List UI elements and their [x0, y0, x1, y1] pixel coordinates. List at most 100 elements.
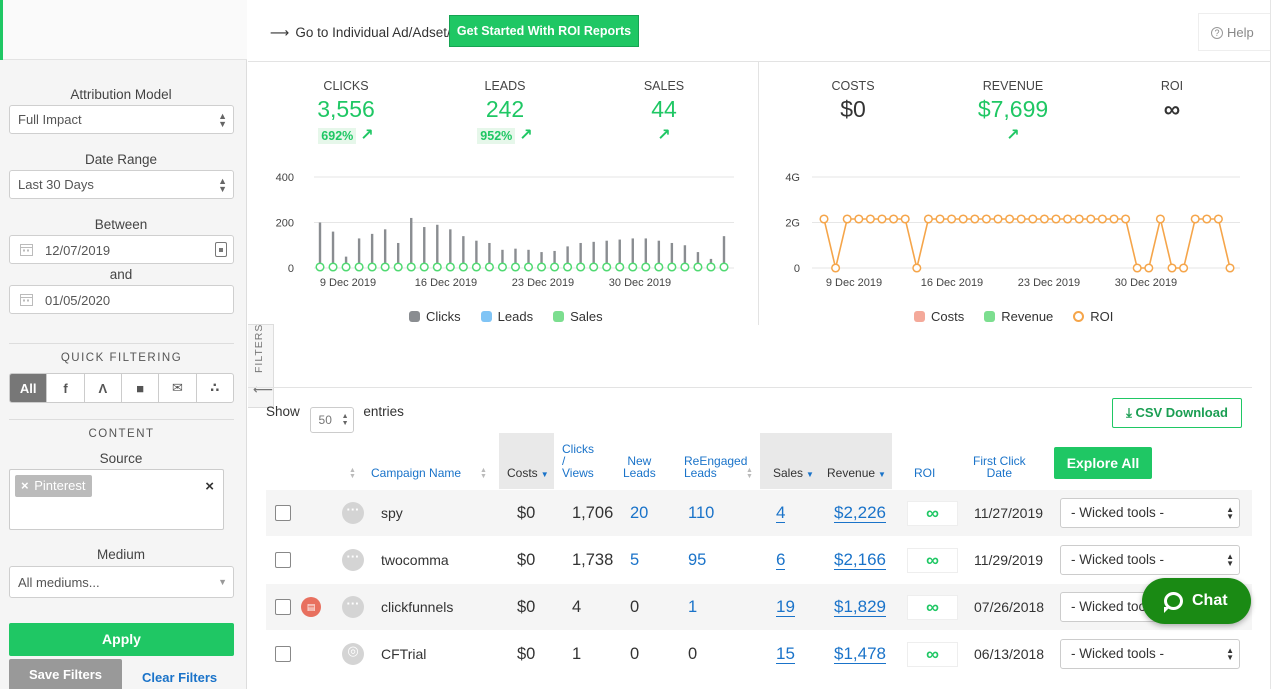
- end-date-input[interactable]: 01/05/2020: [9, 285, 234, 314]
- apply-button[interactable]: Apply: [9, 623, 234, 656]
- clicks-value: 1,738: [572, 551, 614, 569]
- legend-item-sales[interactable]: Sales: [553, 309, 603, 324]
- stat-label: LEADS: [484, 79, 526, 93]
- remove-tag-icon[interactable]: ×: [21, 478, 29, 493]
- change-percent: 952%: [477, 128, 516, 144]
- email-icon[interactable]: ✉: [159, 374, 197, 402]
- content-title: CONTENT: [9, 419, 234, 440]
- reengaged-value[interactable]: 95: [688, 551, 707, 569]
- facebook-icon[interactable]: f: [47, 374, 85, 402]
- stat-label: REVENUE: [982, 79, 1044, 93]
- y-tick-label: 400: [276, 172, 294, 184]
- header-costs[interactable]: Costs ▼: [507, 467, 549, 481]
- roi-point: [923, 214, 933, 224]
- reengaged-value[interactable]: 110: [688, 504, 715, 522]
- attribution-model-select[interactable]: Full Impact ▲ ▼: [9, 105, 234, 134]
- costs-header-bg: [499, 433, 554, 489]
- revenue-value[interactable]: $2,226: [834, 503, 886, 523]
- roi-reports-button[interactable]: Get Started With ROI Reports: [449, 15, 639, 47]
- legend-item-costs[interactable]: Costs: [914, 309, 964, 324]
- globe-icon[interactable]: ◎: [342, 643, 364, 665]
- medium-select[interactable]: All mediums... ▼: [9, 566, 234, 598]
- table-row[interactable]: ▤ ··· clickfunnels $0 4 0 1 19 $1,829 ∞ 07/26/2018…: [266, 584, 1252, 630]
- network-icon[interactable]: ∴: [210, 380, 220, 395]
- more-options-icon[interactable]: ···: [342, 502, 364, 524]
- goto-individual-link[interactable]: ⟶ Go to Individual Ad/Adset/: [270, 25, 451, 41]
- more-options-icon[interactable]: ···: [342, 596, 364, 618]
- filters-toggle-tab[interactable]: FILTERS ⟵: [248, 324, 274, 408]
- clear-icon[interactable]: ×: [205, 478, 214, 495]
- csv-download-button[interactable]: ⤓ CSV Download: [1112, 398, 1242, 428]
- header-sales[interactable]: Sales ▼: [773, 467, 814, 481]
- explore-all-button[interactable]: Explore All: [1054, 447, 1152, 479]
- header-label: ReEngaged: [684, 454, 748, 468]
- header-first-click-date[interactable]: First Click Date: [973, 455, 1026, 479]
- header-clicks-views[interactable]: Clicks / Views: [562, 443, 594, 479]
- sales-value[interactable]: 19: [776, 597, 795, 617]
- save-filters-button[interactable]: Save Filters: [9, 659, 122, 689]
- wicked-tools-select[interactable]: - Wicked tools - ▲▼: [1060, 639, 1240, 669]
- source-multiselect[interactable]: × Pinterest ×: [9, 469, 224, 530]
- adwords-icon[interactable]: Λ: [85, 374, 122, 402]
- header-new-leads[interactable]: New Leads: [623, 455, 656, 479]
- keyboard-icon[interactable]: [215, 242, 227, 257]
- sales-value[interactable]: 6: [776, 550, 786, 570]
- roi-point: [970, 214, 980, 224]
- sales-value[interactable]: 4: [776, 503, 786, 523]
- show-label: Show: [266, 404, 300, 419]
- revenue-value[interactable]: $1,478: [834, 644, 886, 664]
- new-leads-value[interactable]: 5: [630, 551, 640, 569]
- date-range-value: Last 30 Days: [18, 177, 94, 192]
- row-checkbox[interactable]: [275, 552, 291, 568]
- legend-item-revenue[interactable]: Revenue: [984, 309, 1053, 324]
- roi-point: [958, 214, 968, 224]
- campaign-name[interactable]: twocomma: [381, 552, 449, 568]
- clear-filters-link[interactable]: Clear Filters: [142, 670, 218, 685]
- help-button[interactable]: ? Help: [1198, 13, 1276, 51]
- campaign-name[interactable]: CFTrial: [381, 646, 427, 662]
- wicked-tools-select[interactable]: - Wicked tools - ▲▼: [1060, 498, 1240, 528]
- header-campaign-name[interactable]: Campaign Name: [371, 466, 462, 480]
- chat-widget-button[interactable]: Chat: [1142, 578, 1251, 624]
- more-options-icon[interactable]: ···: [342, 549, 364, 571]
- header-revenue[interactable]: Revenue ▼: [827, 467, 886, 481]
- sort-icon[interactable]: ▲ ▼: [480, 467, 487, 480]
- quick-filter-all[interactable]: All: [10, 374, 48, 402]
- table-row[interactable]: ◎ CFTrial $0 1 0 0 15 $1,478 ∞ 06/13/2018 - Wicked…: [266, 631, 1252, 677]
- date-range-select[interactable]: Last 30 Days ▲ ▼: [9, 170, 234, 199]
- sales-value[interactable]: 15: [776, 644, 795, 664]
- clicks-bar: [318, 222, 322, 268]
- row-checkbox[interactable]: [275, 599, 291, 615]
- table-row[interactable]: ··· twocomma $0 1,738 5 95 6 $2,166 ∞ 11/29/2019-…: [266, 537, 1252, 583]
- row-checkbox[interactable]: [275, 646, 291, 662]
- clicks-leads-sales-chart: 0 200 400 9 Dec 2019 16 Dec 2019 23 Dec 2019 3…: [276, 172, 734, 289]
- filters-sidebar: Attribution Model Full Impact ▲ ▼ Date Ra…: [0, 0, 247, 689]
- legend-item-roi[interactable]: ROI: [1073, 309, 1113, 324]
- roi-point: [889, 214, 899, 224]
- campaign-name[interactable]: clickfunnels: [381, 599, 454, 615]
- header-label: Date: [986, 466, 1013, 480]
- stat-roi: ROI ∞: [1092, 79, 1252, 123]
- start-date-input[interactable]: 12/07/2019: [9, 235, 234, 264]
- roi-point: [981, 214, 991, 224]
- stats-divider: [758, 62, 759, 325]
- revenue-value[interactable]: $1,829: [834, 597, 886, 617]
- roi-point: [1202, 214, 1212, 224]
- campaign-name[interactable]: spy: [381, 505, 403, 521]
- source-tag[interactable]: × Pinterest: [15, 475, 92, 497]
- legend-item-clicks[interactable]: Clicks: [409, 309, 461, 324]
- page-size-select[interactable]: 50 ▲ ▼: [309, 407, 354, 433]
- table-row[interactable]: ··· spy $0 1,706 20 110 4 $2,226 ∞ 11/27/2019 - Wi…: [266, 490, 1252, 536]
- header-roi[interactable]: ROI: [914, 466, 936, 480]
- reengaged-value[interactable]: 1: [688, 598, 698, 616]
- y-tick-label: 2G: [785, 218, 800, 230]
- sort-icon[interactable]: ▲ ▼: [349, 467, 356, 480]
- new-leads-value[interactable]: 20: [630, 504, 649, 522]
- legend-item-leads[interactable]: Leads: [480, 309, 533, 324]
- display-icon[interactable]: ■: [122, 374, 160, 402]
- sort-icon[interactable]: ▲ ▼: [746, 467, 753, 480]
- row-checkbox[interactable]: [275, 505, 291, 521]
- revenue-value[interactable]: $2,166: [834, 550, 886, 570]
- wicked-tools-select[interactable]: - Wicked tools - ▲▼: [1060, 545, 1240, 575]
- header-reengaged-leads[interactable]: ReEngaged Leads: [684, 455, 747, 479]
